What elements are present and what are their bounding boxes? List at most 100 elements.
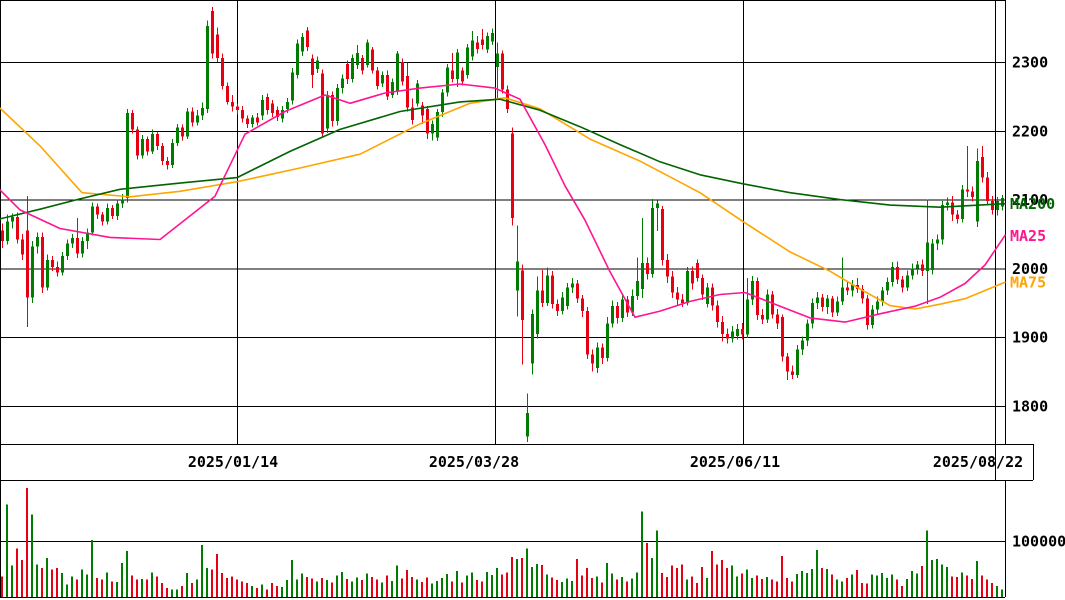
volume-bar [356, 577, 358, 597]
volume-bar [221, 572, 223, 597]
candle-body [461, 70, 464, 82]
volume-bar [726, 567, 728, 597]
volume-bar [546, 574, 548, 597]
volume-bar [621, 576, 623, 597]
candle-body [926, 242, 929, 272]
volume-bar [701, 566, 703, 597]
volume-bar [346, 579, 348, 597]
volume-bar [521, 557, 523, 597]
volume-bar [371, 576, 373, 597]
candle-body [341, 78, 344, 89]
date-axis-label: 2025/03/28 [429, 453, 519, 471]
price-axis-label: 2100 [1012, 191, 1048, 209]
candle-body [836, 301, 839, 313]
volume-bar [501, 574, 503, 597]
candle-body [331, 95, 334, 122]
candle-body [441, 92, 444, 113]
gridlines [0, 0, 1034, 598]
volume-bar [816, 549, 818, 597]
volume-bar [401, 578, 403, 597]
volume-bar [661, 572, 663, 597]
volume-bar [136, 579, 138, 597]
volume-bar [61, 572, 63, 597]
volume-bar [11, 565, 13, 597]
ma200-line [0, 98, 1006, 220]
candle-body [421, 105, 424, 116]
volume-bar [21, 560, 23, 597]
candle-body [411, 107, 414, 120]
candle-body [76, 238, 79, 254]
candle-body [356, 53, 359, 65]
volume-bar [481, 581, 483, 597]
candle-body [811, 302, 814, 324]
candle-body [166, 161, 169, 166]
candle-body [66, 243, 69, 257]
volume-bar [416, 579, 418, 597]
volume-bar [426, 577, 428, 597]
candle-body [991, 200, 994, 210]
candle-body [496, 53, 499, 67]
candle-body [791, 371, 794, 376]
candle-body [36, 236, 39, 247]
volume-bar [986, 579, 988, 597]
candle-body [661, 209, 664, 261]
volume-bar [861, 583, 863, 597]
volume-bar [716, 564, 718, 597]
volume-bar [576, 558, 578, 597]
candle-body [201, 108, 204, 116]
candle-body [546, 275, 549, 303]
volume-bar [341, 571, 343, 597]
volume-bar [211, 569, 213, 597]
candle-body [221, 57, 224, 87]
candle-body [301, 37, 304, 52]
volume-bar [436, 580, 438, 597]
candle-body [251, 117, 254, 124]
candle-body [126, 112, 129, 199]
candle-body [306, 30, 309, 47]
volume-bar [171, 589, 173, 597]
volume-bar [116, 581, 118, 597]
candle-body [701, 278, 704, 295]
candle-body [961, 189, 964, 219]
candle-body [371, 49, 374, 71]
volume-bar [386, 575, 388, 597]
volume-bar [121, 562, 123, 597]
candle-body [626, 299, 629, 313]
candle-body [216, 34, 219, 58]
volume-bar [126, 551, 128, 597]
candle-body [806, 323, 809, 341]
candle-body [751, 280, 754, 300]
volume-bar [6, 504, 8, 597]
volume-bar [41, 567, 43, 597]
candle-body [831, 298, 834, 313]
candle-body [291, 72, 294, 101]
candle-body [821, 297, 824, 307]
candle-body [816, 297, 819, 303]
volume-bar [471, 572, 473, 597]
ma25-line [0, 83, 1006, 323]
candle-body [386, 75, 389, 97]
volume-bar [826, 569, 828, 597]
candle-body [866, 298, 869, 325]
volume-bar [281, 586, 283, 597]
candle-body [946, 202, 949, 206]
candle-body [31, 246, 34, 298]
candle-body [996, 200, 999, 210]
candle-body [656, 203, 659, 208]
candle-body [491, 33, 494, 42]
candle-body [906, 275, 909, 288]
volume-bar [1, 576, 3, 597]
candle-body [716, 305, 719, 323]
volume-bar [571, 580, 573, 597]
candle-body [576, 283, 579, 299]
candle-body [261, 99, 264, 116]
candle-body [101, 214, 104, 222]
candlestick-series [1, 6, 1004, 442]
price-axis-label: 2300 [1012, 54, 1048, 72]
volume-bar [191, 583, 193, 597]
candle-body [826, 298, 829, 307]
candle-body [971, 191, 974, 197]
